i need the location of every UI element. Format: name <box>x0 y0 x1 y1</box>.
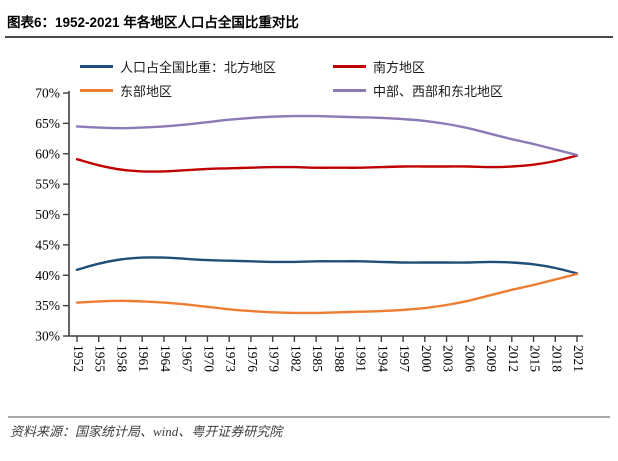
series-line-1 <box>75 154 579 173</box>
x-tick-label: 1970 <box>201 345 216 372</box>
x-tick-label: 2018 <box>549 345 564 372</box>
x-tick-label: 1973 <box>223 345 238 372</box>
y-tick-label: 65% <box>35 116 60 131</box>
chart-title: 图表6：1952-2021 年各地区人口占全国比重对比 <box>7 15 299 30</box>
x-tick-label: 1988 <box>332 345 347 372</box>
y-tick-label: 50% <box>35 207 60 222</box>
x-tick-label: 2021 <box>571 345 586 372</box>
y-tick-label: 35% <box>35 298 60 313</box>
x-tick-label: 2009 <box>484 345 499 372</box>
x-tick-label: 2003 <box>441 345 456 372</box>
y-tick-label: 30% <box>35 329 60 344</box>
x-tick-label: 1976 <box>245 345 260 372</box>
x-tick-label: 1964 <box>158 345 173 372</box>
x-tick-label: 1997 <box>397 345 412 372</box>
x-tick-label: 1991 <box>354 345 369 372</box>
x-tick-label: 1958 <box>114 345 129 372</box>
series-line-3 <box>75 114 579 157</box>
y-tick-label: 70% <box>35 86 60 101</box>
source-divider <box>8 416 610 418</box>
source-note: 资料来源：国家统计局、wind、粤开证券研究院 <box>10 424 283 439</box>
x-tick-label: 1985 <box>310 345 325 372</box>
x-tick-label: 1961 <box>136 345 151 372</box>
x-tick-label: 1952 <box>71 345 86 372</box>
x-tick-label: 2015 <box>528 345 543 372</box>
y-tick-label: 60% <box>35 146 60 161</box>
y-tick-label: 45% <box>35 237 60 252</box>
series-line-0 <box>75 256 579 275</box>
x-tick-label: 2000 <box>419 345 434 372</box>
title-divider <box>5 36 613 38</box>
x-tick-label: 1994 <box>375 345 390 372</box>
x-tick-label: 1979 <box>267 345 282 372</box>
y-tick-label: 55% <box>35 177 60 192</box>
y-tick-label: 40% <box>35 268 60 283</box>
x-tick-label: 1982 <box>288 345 303 372</box>
x-tick-label: 1955 <box>93 345 108 372</box>
x-tick-label: 2012 <box>506 345 521 372</box>
x-tick-label: 1967 <box>180 345 195 372</box>
x-tick-label: 2006 <box>462 345 477 372</box>
series-line-2 <box>75 272 579 315</box>
